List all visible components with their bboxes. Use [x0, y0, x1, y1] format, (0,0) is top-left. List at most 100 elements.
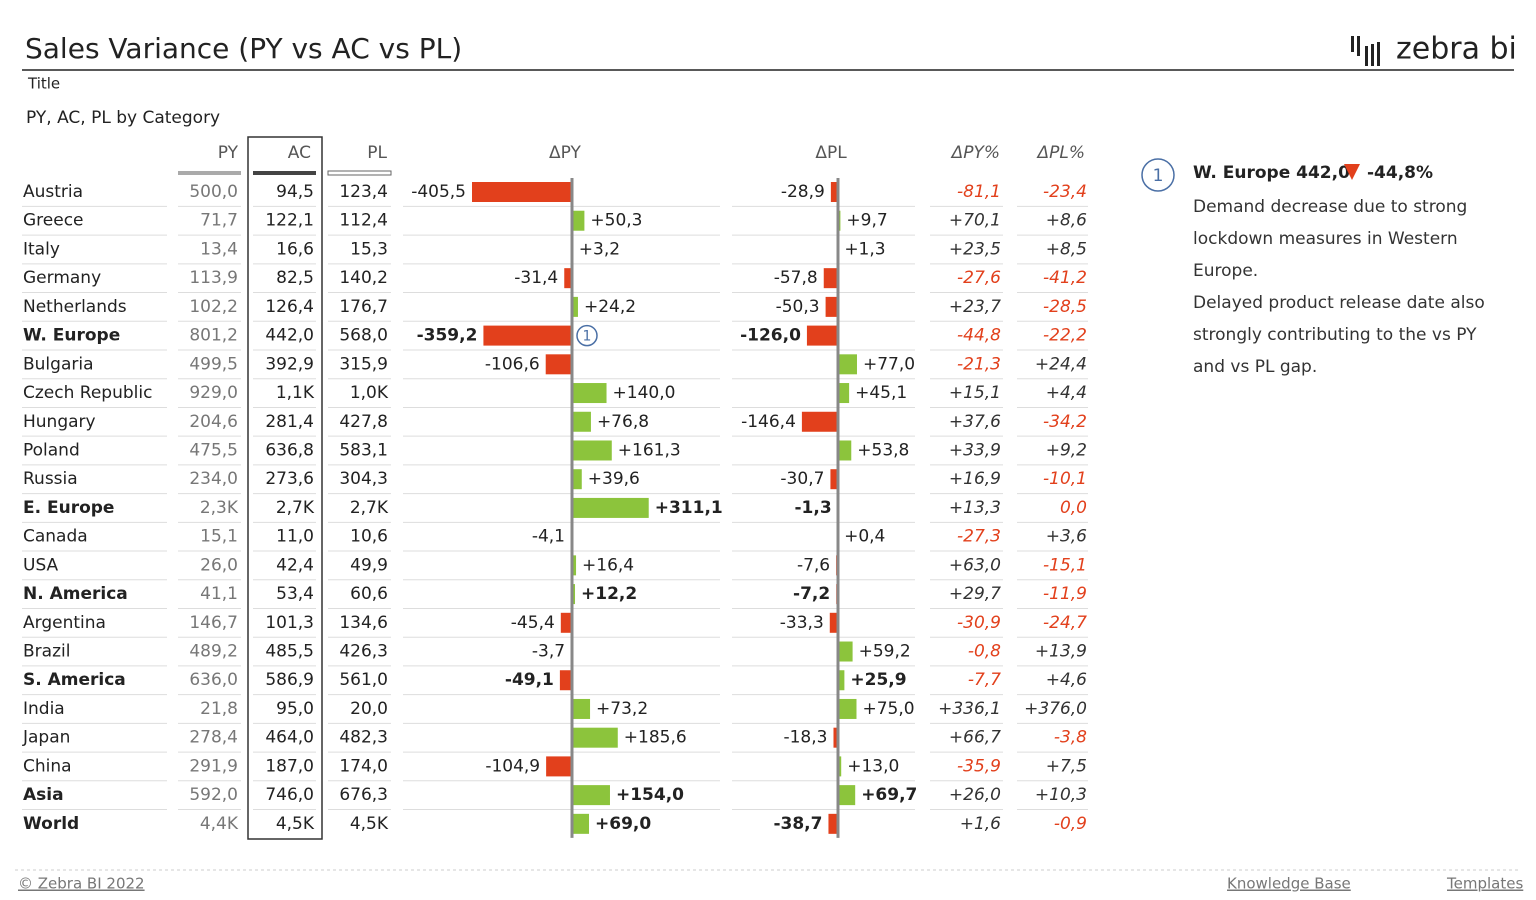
row-label: Canada — [23, 527, 88, 547]
dpl-pct: -0,9 — [1054, 814, 1087, 834]
dpy-bar — [572, 728, 618, 748]
dpy-bar — [572, 440, 612, 460]
ac-value: 636,8 — [265, 440, 314, 460]
ac-value: 94,5 — [276, 182, 314, 202]
footer-link[interactable]: Knowledge Base — [1227, 875, 1351, 893]
dpy-bar — [472, 182, 572, 202]
dpy-pct: +37,6 — [949, 412, 1001, 432]
dpl-pct: -24,7 — [1043, 613, 1087, 633]
pl-value: 561,0 — [339, 670, 388, 690]
dpl-bar — [807, 326, 838, 346]
dpy-bar — [572, 814, 589, 834]
comment-line: Europe. — [1193, 261, 1258, 281]
pl-value: 10,6 — [350, 527, 388, 547]
py-value: 4,4K — [200, 814, 239, 834]
dpl-label: +0,4 — [844, 527, 885, 547]
comment-heading: W. Europe 442,0 — [1193, 163, 1350, 183]
dpy-pct: -0,8 — [968, 642, 1001, 662]
dpl-pct: -23,4 — [1043, 182, 1087, 202]
dpy-label: +69,0 — [595, 814, 651, 834]
dpy-pct: +26,0 — [949, 785, 1001, 805]
dpy-label: +140,0 — [613, 383, 676, 403]
dpy-bar — [572, 412, 591, 432]
dpy-pct: -35,9 — [957, 756, 1001, 776]
py-value: 15,1 — [200, 527, 238, 547]
dpl-bar — [838, 383, 849, 403]
dpy-label: -104,9 — [485, 756, 540, 776]
dpl-bar — [838, 354, 857, 374]
logo-text: zebra bi — [1396, 32, 1517, 67]
dpl-pct: +7,5 — [1046, 756, 1087, 776]
py-value: 489,2 — [189, 642, 238, 662]
ac-value: 746,0 — [265, 785, 314, 805]
dpy-bar — [572, 383, 607, 403]
pl-value: 1,0K — [350, 383, 389, 403]
dpy-label: -49,1 — [505, 670, 554, 690]
dpl-label: -30,7 — [780, 469, 824, 489]
comment-line: strongly contributing to the vs PY — [1193, 325, 1477, 345]
dpy-pct: +23,7 — [949, 297, 1001, 317]
pl-value: 174,0 — [339, 756, 388, 776]
pl-value: 426,3 — [339, 642, 388, 662]
dpy-pct: +70,1 — [949, 211, 1001, 231]
ac-value: 122,1 — [265, 211, 314, 231]
dpy-pct: -27,6 — [957, 268, 1001, 288]
comment-line: Delayed product release date also — [1193, 293, 1485, 313]
row-label: China — [23, 756, 72, 776]
row-label: Italy — [23, 239, 60, 259]
row-label: India — [23, 699, 65, 719]
row-label: Austria — [23, 182, 83, 202]
visual-subtitle: PY, AC, PL by Category — [26, 108, 220, 128]
dpy-label: -4,1 — [532, 527, 565, 547]
dpl-pct: +13,9 — [1035, 642, 1087, 662]
row-label: Czech Republic — [23, 383, 152, 403]
pl-value: 583,1 — [339, 440, 388, 460]
row-label: Germany — [23, 268, 101, 288]
dpl-pct: +24,4 — [1035, 354, 1087, 374]
py-value: 499,5 — [189, 354, 238, 374]
py-value: 636,0 — [189, 670, 238, 690]
py-value: 500,0 — [189, 182, 238, 202]
ac-value: 586,9 — [265, 670, 314, 690]
copyright: © Zebra BI 2022 — [18, 875, 145, 893]
footer-link[interactable]: Templates — [1446, 875, 1523, 893]
pl-value: 134,6 — [339, 613, 388, 633]
dpy-label: +3,2 — [579, 239, 620, 259]
dpl-label: +75,0 — [862, 699, 914, 719]
column-header: ΔPY — [549, 143, 582, 163]
row-label: USA — [23, 555, 59, 575]
py-value: 234,0 — [189, 469, 238, 489]
row-label: Russia — [23, 469, 78, 489]
dpl-pct: -11,9 — [1043, 584, 1087, 604]
dpl-label: +59,2 — [859, 642, 911, 662]
row-label: Brazil — [23, 642, 70, 662]
dpy-label: +161,3 — [618, 440, 681, 460]
column-header: ΔPL — [815, 143, 847, 163]
comment-line: lockdown measures in Western — [1193, 229, 1458, 249]
dpl-bar — [826, 297, 838, 317]
dpy-label: -3,7 — [532, 642, 565, 662]
py-value: 41,1 — [200, 584, 238, 604]
visual-label: Title — [27, 75, 60, 93]
py-header-bar — [178, 171, 241, 175]
dpy-label: +12,2 — [581, 584, 637, 604]
ac-value: 53,4 — [276, 584, 314, 604]
dpl-pct: +8,6 — [1046, 211, 1087, 231]
py-value: 146,7 — [189, 613, 238, 633]
logo-icon — [1351, 36, 1380, 66]
ac-value: 485,5 — [265, 642, 314, 662]
ac-value: 464,0 — [265, 728, 314, 748]
dpy-label: +311,1 — [655, 498, 723, 518]
pl-value: 15,3 — [350, 239, 388, 259]
py-value: 475,5 — [189, 440, 238, 460]
dpy-pct: +13,3 — [949, 498, 1001, 518]
dpy-pct: -27,3 — [957, 527, 1001, 547]
dpy-bar — [572, 498, 649, 518]
dpl-label: -38,7 — [773, 814, 822, 834]
comment-line: Demand decrease due to strong — [1193, 197, 1467, 217]
pl-value: 112,4 — [339, 211, 388, 231]
row-label: E. Europe — [23, 498, 114, 518]
dpl-label: +13,0 — [847, 756, 899, 776]
py-value: 26,0 — [200, 555, 238, 575]
